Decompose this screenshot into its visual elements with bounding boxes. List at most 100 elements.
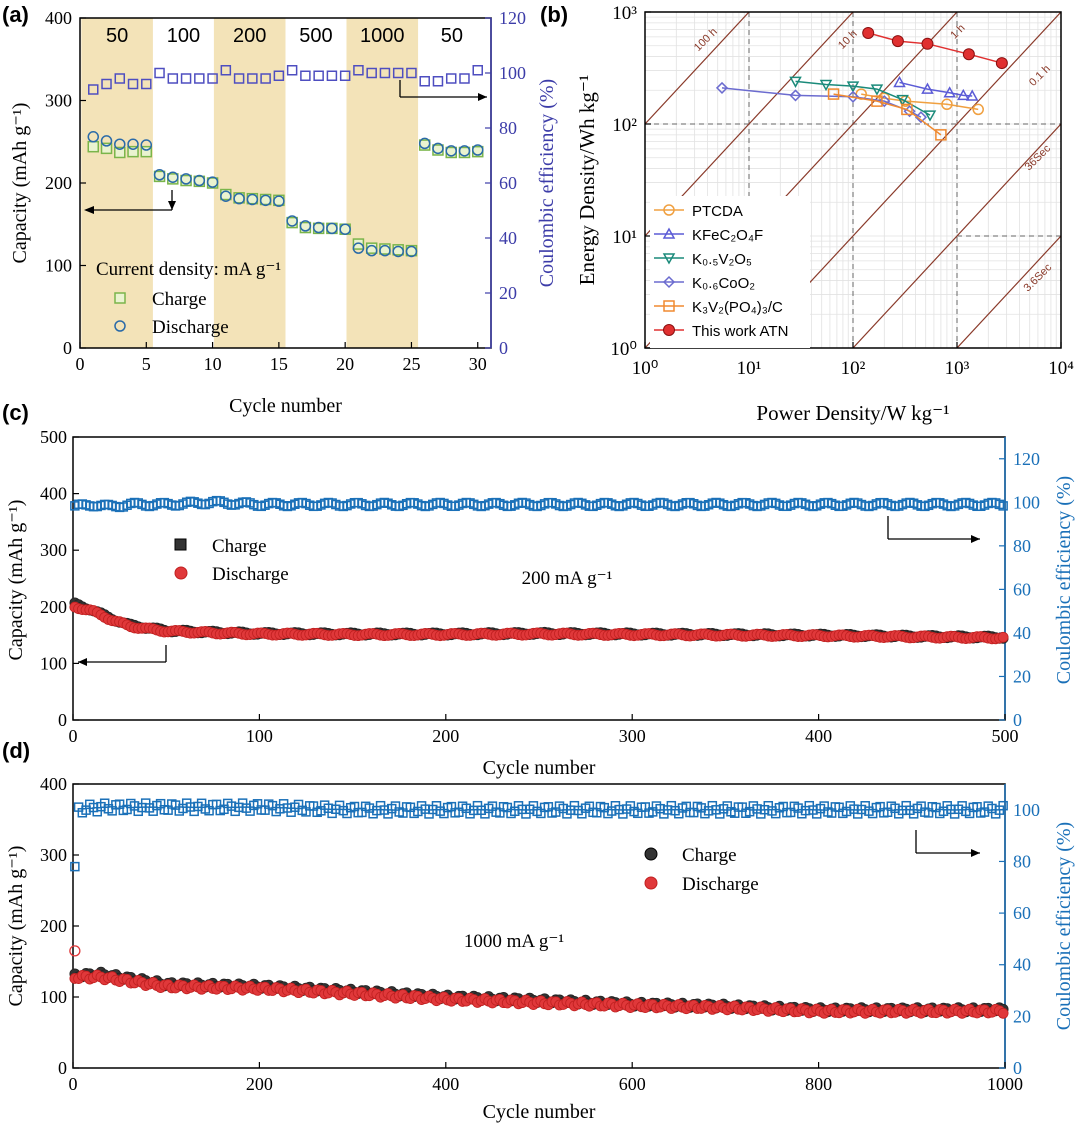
legend-marker (663, 324, 675, 336)
legend-marker (663, 300, 675, 312)
discharge-point (140, 139, 153, 151)
x-tick-label: 400 (432, 1074, 459, 1094)
ce-point (88, 84, 99, 95)
ce-point (472, 65, 483, 76)
y2-axis-title: Coulombic efficiency (%) (1053, 476, 1075, 684)
y2-tick-label: 80 (499, 118, 517, 138)
discharge-point (997, 1007, 1009, 1019)
series-point (921, 37, 934, 50)
x-tick-label: 10 (204, 354, 222, 374)
ce-point (459, 73, 470, 84)
discharge-point (273, 195, 285, 207)
discharge-point (153, 169, 166, 181)
x-tick-label: 800 (805, 1074, 832, 1094)
legend-label: KFeC₂O₄F (692, 227, 763, 244)
rate-label: 500 (299, 25, 332, 47)
ce-point (220, 65, 232, 76)
series-line (833, 93, 942, 136)
ce-point (101, 78, 112, 90)
discharge-point (997, 631, 1009, 643)
ce-point (233, 73, 245, 84)
y2-tick-label: 0 (1013, 710, 1022, 730)
discharge-point (206, 176, 219, 188)
series-point (901, 103, 913, 116)
ce-point (300, 70, 311, 81)
discharge-point (299, 220, 312, 232)
discharge-point (180, 173, 192, 185)
x-axis-title: Power Density/W kg⁻¹ (756, 401, 949, 425)
arrow-ce-head (478, 93, 487, 101)
discharge-point (246, 193, 259, 206)
discharge-point (259, 194, 272, 207)
series-point (914, 111, 927, 124)
annotation: 1000 mA g⁻¹ (464, 931, 564, 952)
y2-tick-label: 80 (1013, 851, 1031, 871)
discharge-point (193, 174, 206, 187)
y-tick-label: 100 (40, 987, 67, 1007)
y2-tick-label: 120 (499, 8, 526, 28)
x-tick-label: 0 (76, 354, 85, 374)
panel-d: 0 200 400 600 800 100001002003004000204060801… (5, 774, 1075, 1123)
x-tick-label: 10¹ (737, 358, 762, 379)
series-point (957, 88, 970, 101)
x-tick-label: 15 (270, 354, 288, 374)
arrow-capacity-head2 (84, 206, 94, 214)
series-point (846, 90, 860, 103)
legend-discharge-label: Discharge (152, 317, 229, 338)
series-point (943, 86, 956, 98)
time-line (645, 12, 854, 237)
time-line (748, 12, 1061, 348)
rate-band (213, 18, 286, 348)
y-tick-label: 300 (40, 540, 67, 560)
ce-point (154, 67, 165, 79)
discharge-point (127, 138, 139, 150)
y-tick-label: 10² (612, 115, 637, 136)
rate-label: 200 (233, 25, 266, 47)
series-point (893, 75, 906, 88)
y-tick-label: 300 (45, 91, 72, 111)
legend-charge-label: Charge (682, 845, 737, 866)
legend-discharge-marker (114, 320, 126, 332)
series-point (995, 57, 1008, 70)
x-tick-label: 0 (69, 1074, 78, 1094)
y2-tick-label: 60 (1013, 903, 1031, 923)
rate-label: 1000 (360, 25, 405, 47)
ce-point (194, 73, 205, 84)
time-line (852, 123, 1061, 348)
y-tick-label: 200 (40, 916, 67, 936)
legend-label: This work ATN (692, 323, 788, 340)
discharge-first-point (69, 945, 81, 957)
ce-point (379, 67, 391, 79)
y-tick-label: 10³ (612, 3, 637, 24)
time-line-label: 0.1 h (1027, 63, 1053, 89)
y2-tick-label: 100 (1013, 492, 1040, 512)
discharge-point (418, 137, 431, 150)
discharge-point (352, 242, 365, 254)
y2-tick-label: 100 (499, 63, 526, 83)
rate-label: 100 (167, 25, 200, 47)
series-point (972, 103, 984, 116)
ce-point (432, 76, 444, 87)
arrow-capacity-head (78, 658, 87, 666)
x-tick-label: 30 (469, 354, 487, 374)
y2-tick-label: 40 (1013, 955, 1031, 975)
charge-point (352, 238, 365, 250)
y-tick-label: 400 (40, 484, 67, 504)
series-point (878, 95, 891, 108)
x-tick-label: 500 (992, 726, 1019, 746)
time-line (956, 235, 1061, 348)
y-axis-title: Capacity (mAh g⁻¹) (9, 103, 31, 264)
discharge-point (432, 142, 444, 155)
x-tick-label: 10⁰ (632, 358, 659, 379)
legend-charge-marker (114, 292, 126, 304)
ce-point (141, 78, 152, 90)
y2-tick-label: 60 (499, 173, 517, 193)
series-point (891, 35, 904, 48)
time-line-label: 1 h (948, 22, 967, 41)
charge-point (114, 146, 126, 159)
rate-label: 50 (106, 25, 128, 47)
legend-label: K₃V₂(PO₄)₃/C (692, 299, 783, 316)
y-tick-label: 500 (40, 427, 67, 447)
legend-charge-marker (644, 847, 658, 861)
